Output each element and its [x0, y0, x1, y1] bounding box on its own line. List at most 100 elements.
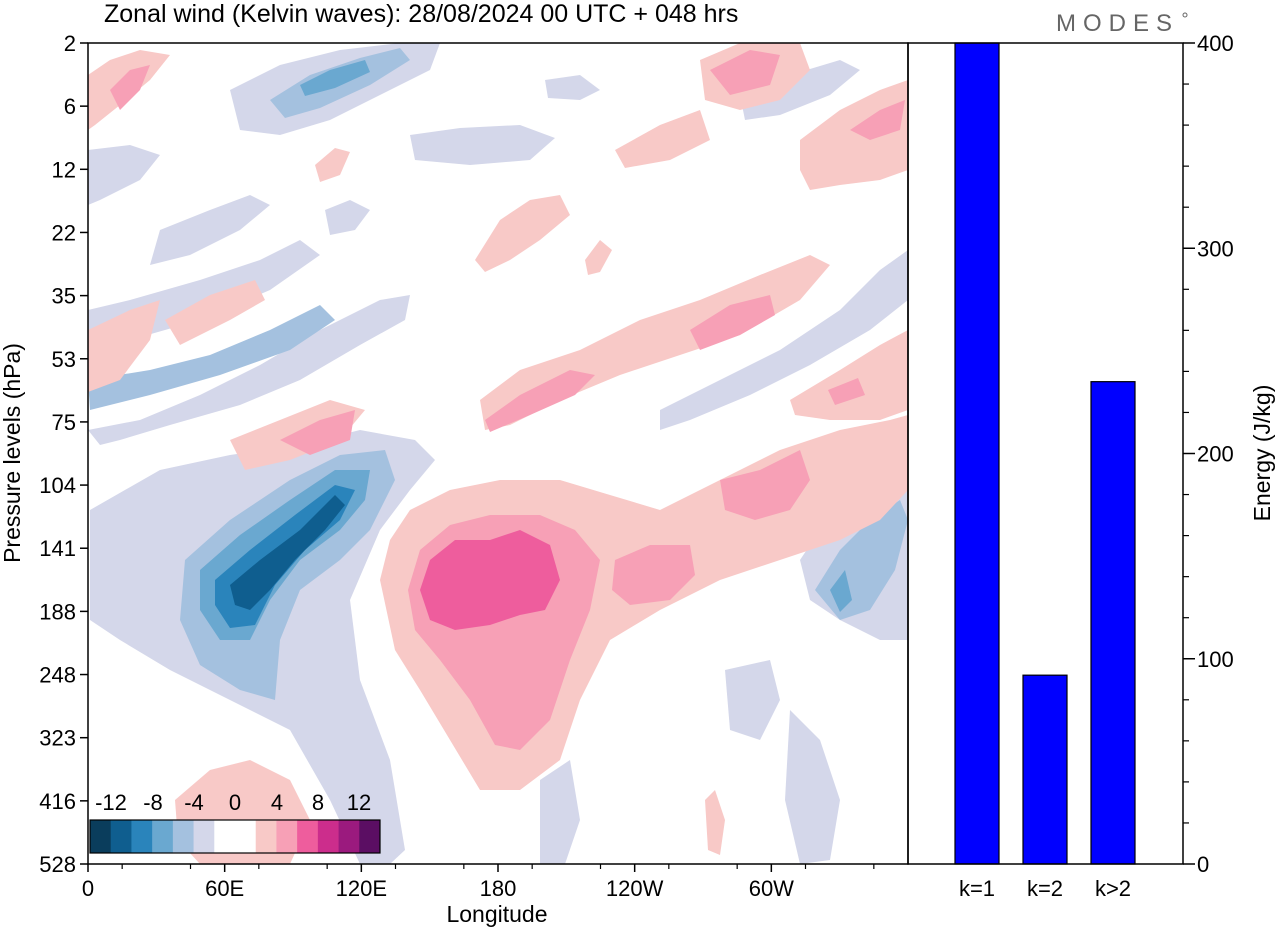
bar-y-tick-label: 100 — [1197, 647, 1234, 672]
x-tick-label: 60W — [749, 876, 794, 901]
blue-contour-lvl1 — [88, 295, 410, 445]
colorbar-cell — [193, 820, 215, 853]
bar-category-label: k=1 — [959, 876, 995, 901]
y-tick-label: 416 — [39, 789, 76, 814]
logo-registered-mark — [1182, 12, 1188, 18]
y-tick-label: 22 — [52, 220, 76, 245]
pink-contour-lvl1 — [315, 148, 350, 182]
y-tick-label: 323 — [39, 726, 76, 751]
pink-contour-lvl2 — [612, 545, 695, 605]
colorbar-label: 4 — [271, 790, 283, 815]
colorbar-label: -8 — [143, 790, 163, 815]
colorbar-cell — [317, 820, 339, 853]
pink-contour-lvl1 — [800, 80, 908, 190]
pink-contour-lvl2 — [485, 370, 595, 432]
bar-x-axis: k=1 k=2 k>2 — [959, 876, 1131, 901]
colorbar-cell — [338, 820, 360, 853]
bar-category-label: k=2 — [1027, 876, 1063, 901]
blue-contour-lvl3 — [830, 570, 852, 612]
x-tick-label: 120W — [606, 876, 664, 901]
pink-contour-lvl2 — [720, 450, 810, 520]
pink-contour-lvl1 — [790, 330, 908, 420]
heatmap-x-axis: 0 60E 120E 180 120W 60W — [82, 864, 875, 901]
y-tick-label: 141 — [39, 536, 76, 561]
blue-contour-lvl1 — [725, 660, 780, 740]
colorbar-label: -4 — [184, 790, 204, 815]
blue-contour-lvl1 — [785, 710, 840, 864]
blue-contour-lvl1 — [540, 760, 580, 864]
bar-category-label: k>2 — [1095, 876, 1131, 901]
y-tick-label: 188 — [39, 599, 76, 624]
energy-bars — [954, 42, 1136, 865]
x-axis-label: Longitude — [446, 901, 547, 927]
bar-y-tick-label: 0 — [1197, 852, 1209, 877]
blue-contour-lvl1 — [545, 75, 600, 100]
bar-y-tick-label: 200 — [1197, 442, 1234, 467]
colorbar-cell — [214, 820, 236, 853]
colorbar-cells — [90, 820, 381, 853]
chart-title: Zonal wind (Kelvin waves): 28/08/2024 00… — [104, 0, 738, 28]
heatmap-field — [88, 43, 908, 864]
colorbar-border — [89, 819, 381, 854]
x-tick-label: 120E — [336, 876, 387, 901]
pink-contour-lvl1 — [615, 110, 710, 168]
bar-y-tick-label: 400 — [1197, 31, 1234, 56]
pink-contour-lvl2 — [690, 295, 775, 350]
pink-contour-lvl1 — [88, 300, 160, 392]
energy-bar — [1022, 674, 1068, 865]
blue-contour-lvl1 — [88, 145, 160, 205]
pink-contour-lvl1 — [705, 790, 725, 855]
y-tick-label: 528 — [39, 852, 76, 877]
energy-bar — [954, 42, 1000, 865]
y-tick-label: 248 — [39, 663, 76, 688]
colorbar-cell — [255, 820, 277, 853]
pink-contour-lvl3 — [420, 530, 560, 630]
blue-contour-lvl1 — [325, 200, 370, 235]
colorbar-cell — [172, 820, 194, 853]
modes-logo: MODES — [1056, 10, 1179, 37]
pink-contour-lvl1 — [165, 280, 265, 345]
colorbar-cell — [110, 820, 132, 853]
y-axis-label: Pressure levels (hPa) — [0, 343, 25, 563]
x-tick-label: 60E — [205, 876, 244, 901]
colorbar-cell — [131, 820, 153, 853]
energy-bar — [1090, 381, 1136, 865]
y-tick-label: 53 — [52, 347, 76, 372]
colorbar-cell — [90, 820, 112, 853]
x-tick-label: 0 — [82, 876, 94, 901]
pink-contour-lvl2 — [110, 65, 150, 110]
blue-contour-lvl3 — [300, 60, 370, 96]
colorbar-cell — [297, 820, 319, 853]
blue-contour-lvl1 — [410, 125, 555, 165]
y-tick-label: 12 — [52, 157, 76, 182]
blue-contour-lvl5 — [230, 495, 345, 610]
heatmap-y-axis: 2 6 12 22 35 53 75 104 141 188 248 323 416 528 — [39, 31, 88, 877]
blue-contour-lvl2 — [88, 305, 335, 410]
negative-anomaly-regions — [88, 43, 908, 864]
pink-contour-lvl1 — [585, 240, 612, 275]
bar-y-axis: 0 100 200 300 400 — [1183, 31, 1234, 877]
colorbar-cell — [359, 820, 381, 853]
bar-y-tick-label: 300 — [1197, 236, 1234, 261]
y-tick-label: 2 — [64, 31, 76, 56]
y-tick-label: 104 — [39, 473, 76, 498]
y-tick-label: 6 — [64, 94, 76, 119]
bar-y-axis-label: Energy (J/kg) — [1249, 385, 1275, 522]
positive-anomaly-regions — [88, 43, 908, 864]
pink-contour-lvl2 — [850, 100, 905, 140]
colorbar-label: -12 — [95, 790, 127, 815]
y-tick-label: 35 — [52, 284, 76, 309]
pink-contour-lvl1 — [475, 195, 570, 272]
blue-contour-lvl1 — [150, 195, 270, 265]
colorbar-cell — [276, 820, 298, 853]
colorbar: -12 -8 -4 0 4 8 12 — [89, 790, 381, 854]
pink-contour-lvl2 — [710, 50, 780, 95]
blue-contour-lvl1 — [740, 60, 860, 120]
x-tick-label: 180 — [480, 876, 517, 901]
colorbar-label: 8 — [312, 790, 324, 815]
colorbar-cell — [235, 820, 257, 853]
colorbar-label: 0 — [229, 790, 241, 815]
pink-contour-lvl2 — [280, 410, 355, 455]
blue-contour-lvl1 — [660, 250, 908, 430]
